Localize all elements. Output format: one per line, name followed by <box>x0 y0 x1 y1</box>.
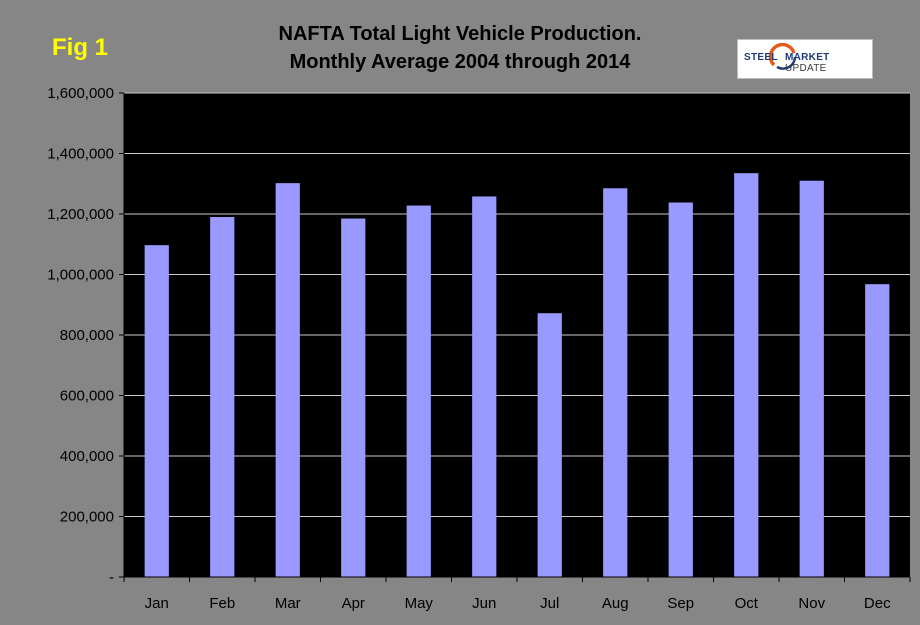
y-axis: - 200,000 400,000 600,000 800,000 1,000,000 1,… <box>47 85 125 586</box>
gridlines <box>124 92 910 517</box>
bar-mar <box>275 183 300 577</box>
x-tick-label: Oct <box>735 595 759 612</box>
y-tick-label: 800,000 <box>60 327 114 344</box>
bar-nov <box>799 180 824 577</box>
chart-title-line-2: Monthly Average 2004 through 2014 <box>289 51 631 73</box>
chart-title-line-1: NAFTA Total Light Vehicle Production. <box>278 23 642 45</box>
logo-word-steel: STEEL <box>744 52 778 63</box>
bars <box>144 173 890 577</box>
bar-jul <box>537 313 562 577</box>
y-tick-label: 400,000 <box>60 448 114 465</box>
logo-word-update: UPDATE <box>785 63 827 74</box>
bar-dec <box>865 284 890 577</box>
x-axis: Jan Feb Mar Apr May Jun Jul Aug Sep Oct Nov Dec <box>123 576 911 612</box>
logo-word-market: MARKET <box>785 52 830 63</box>
x-tick-label: Jan <box>145 595 169 612</box>
steel-market-update-logo: STEEL MARKET UPDATE <box>737 39 873 79</box>
y-tick-label: 1,200,000 <box>47 206 114 223</box>
x-tick-label: Apr <box>342 595 365 612</box>
bar-oct <box>734 173 759 577</box>
chart-title: NAFTA Total Light Vehicle Production. Mo… <box>180 20 740 76</box>
bar-aug <box>603 188 628 577</box>
bar-apr <box>341 218 366 577</box>
x-tick-label: Dec <box>864 595 891 612</box>
logo-swoosh-icon <box>768 43 797 70</box>
x-tick-label: Sep <box>667 595 694 612</box>
bar-sep <box>668 202 693 577</box>
x-tick-label: Nov <box>798 595 825 612</box>
x-tick-label: Feb <box>209 595 235 612</box>
y-tick-label: 1,400,000 <box>47 146 114 163</box>
x-tick-label: Mar <box>275 595 301 612</box>
x-tick-label: Jul <box>540 595 559 612</box>
y-tick-label: - <box>109 569 114 586</box>
x-tick-label: May <box>405 595 434 612</box>
y-tick-label: 200,000 <box>60 509 114 526</box>
bar-jan <box>144 245 169 577</box>
logo-word-market-update: MARKET UPDATE <box>785 52 872 74</box>
y-tick-label: 1,600,000 <box>47 85 114 102</box>
bar-jun <box>472 196 497 577</box>
bar-may <box>406 205 431 577</box>
y-tick-label: 600,000 <box>60 388 114 405</box>
x-tick-label: Jun <box>472 595 496 612</box>
y-tick-label: 1,000,000 <box>47 267 114 284</box>
x-tick-label: Aug <box>602 595 629 612</box>
bar-feb <box>210 217 235 577</box>
figure-label: Fig 1 <box>52 34 109 61</box>
